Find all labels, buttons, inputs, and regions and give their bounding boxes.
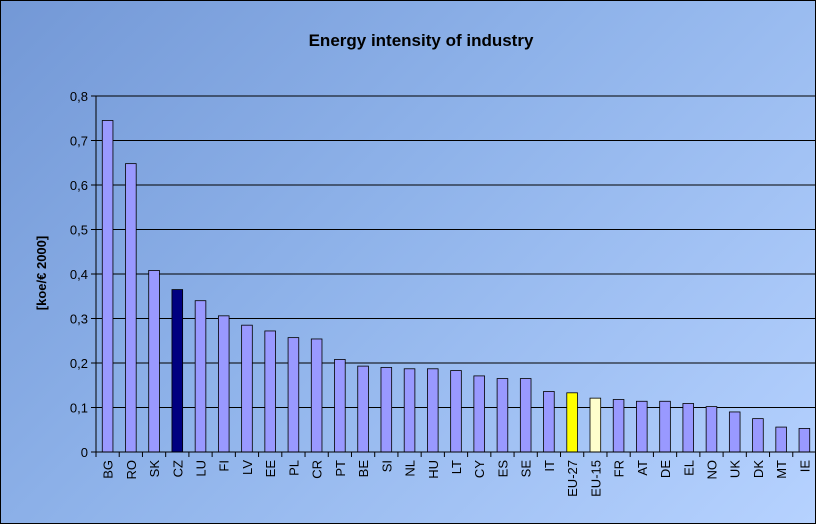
bar-pt	[334, 359, 346, 453]
x-tick-label: EL	[681, 460, 696, 476]
y-tick-label: 0,5	[70, 223, 88, 238]
bar-nl	[403, 368, 416, 453]
bar-cy	[473, 375, 485, 453]
bar-be	[357, 365, 369, 453]
x-tick-label: EE	[263, 460, 278, 478]
bar-uk	[728, 411, 741, 453]
y-axis-label: [koe/€ 2000]	[34, 236, 49, 310]
bar-ie	[798, 428, 811, 453]
bar-ro	[125, 163, 137, 453]
bar-hu	[427, 368, 439, 453]
x-tick-label: CR	[310, 460, 325, 479]
x-tick-label: AT	[635, 460, 650, 476]
bar-dk	[752, 418, 764, 453]
bar-bg	[101, 120, 114, 453]
bar-lv	[241, 324, 253, 453]
bar-cr	[310, 338, 323, 453]
bar-cz	[171, 289, 184, 453]
bar-fr	[612, 399, 625, 453]
x-tick-label: FI	[217, 460, 232, 472]
x-tick-label: RO	[124, 460, 139, 480]
x-tick-label: NL	[403, 460, 418, 477]
bar-fi	[217, 315, 230, 453]
bar-es	[496, 378, 509, 453]
y-tick-label: 0,3	[70, 312, 88, 327]
bar-it	[543, 391, 555, 453]
bar-mt	[775, 426, 787, 453]
x-tick-label: FR	[612, 460, 627, 477]
x-tick-label: IE	[797, 460, 812, 473]
y-tick-label: 0,8	[70, 89, 88, 104]
x-tick-label: MT	[774, 460, 789, 479]
x-tick-label: DE	[658, 460, 673, 478]
bar-el	[682, 403, 694, 453]
x-tick-label: LT	[449, 460, 464, 474]
x-tick-label: SI	[379, 460, 394, 472]
x-tick-label: CZ	[170, 460, 185, 477]
axes	[91, 95, 815, 457]
y-tick-label: 0,2	[70, 356, 88, 371]
x-tick-label: EU-27	[565, 460, 580, 497]
x-tick-label: BG	[101, 460, 116, 479]
x-tick-label: NO	[704, 460, 719, 480]
y-tick-labels: 0 0,1 0,2 0,3 0,4 0,5 0,6 0,7 0,8	[70, 89, 88, 460]
bar-lu	[194, 300, 207, 453]
x-tick-label: PL	[286, 460, 301, 476]
bar-si	[380, 367, 393, 453]
x-tick-label: UK	[728, 460, 743, 478]
x-tick-label: ES	[495, 460, 510, 478]
bar-no	[705, 406, 718, 453]
bar-lt	[450, 370, 462, 453]
bar-eu-27	[566, 392, 578, 453]
x-tick-label: PT	[333, 460, 348, 477]
chart-title: Energy intensity of industry	[309, 31, 534, 50]
y-tick-label: 0	[81, 445, 88, 460]
x-tick-labels: BG RO SK CZ LU FI LV EE PL CR PT BE SI NL HU LT CY ES SE IT…	[101, 460, 813, 497]
x-tick-label: LU	[194, 460, 209, 477]
y-tick-label: 0,7	[70, 134, 88, 149]
gridlines	[96, 95, 815, 408]
x-tick-label: SK	[147, 460, 162, 478]
y-tick-label: 0,4	[70, 267, 88, 282]
bar-sk	[148, 270, 160, 453]
x-tick-label: IT	[542, 460, 557, 472]
x-tick-label: HU	[426, 460, 441, 479]
bar-at	[636, 400, 648, 453]
x-tick-label: LV	[240, 460, 255, 475]
x-tick-label: CY	[472, 460, 487, 478]
bar-pl	[287, 337, 300, 453]
x-tick-label: EU-15	[588, 460, 603, 497]
x-tick-label: SE	[519, 460, 534, 478]
bar-de	[659, 400, 671, 453]
bar-ee	[264, 330, 276, 453]
bars	[101, 120, 811, 453]
y-tick-label: 0,1	[70, 401, 88, 416]
bar-se	[519, 378, 532, 453]
bar-eu-15	[589, 397, 602, 453]
x-tick-label: BE	[356, 460, 371, 478]
y-tick-label: 0,6	[70, 178, 88, 193]
x-tick-label: DK	[751, 460, 766, 478]
